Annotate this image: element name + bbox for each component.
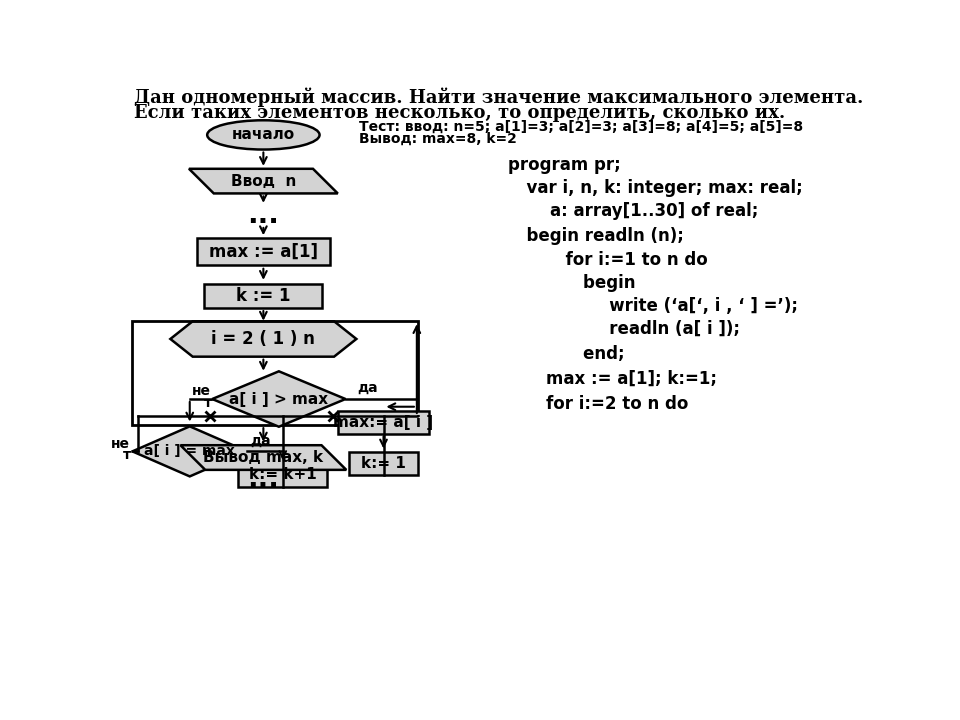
Text: begin: begin [537, 274, 636, 292]
Text: k:= 1: k:= 1 [361, 456, 406, 471]
Text: не: не [110, 436, 130, 451]
Polygon shape [132, 426, 247, 477]
Text: max := a[1]: max := a[1] [209, 243, 318, 261]
Text: Если таких элементов несколько, то определить, сколько их.: Если таких элементов несколько, то опред… [134, 104, 785, 122]
Text: for i:=1 to n do: for i:=1 to n do [531, 251, 708, 269]
FancyBboxPatch shape [338, 410, 429, 433]
FancyBboxPatch shape [197, 238, 330, 266]
Ellipse shape [207, 120, 320, 150]
Text: Вывод max, k: Вывод max, k [204, 450, 324, 465]
Text: a[ i ] = max: a[ i ] = max [144, 444, 235, 459]
Text: end;: end; [537, 345, 625, 363]
Text: program pr;: program pr; [508, 156, 620, 174]
Text: a: array[1..30] of real;: a: array[1..30] of real; [527, 202, 758, 220]
Polygon shape [180, 445, 347, 470]
Text: var i, n, k: integer; max: real;: var i, n, k: integer; max: real; [516, 179, 803, 197]
FancyBboxPatch shape [348, 452, 419, 475]
Text: Дан одномерный массив. Найти значение максимального элемента.: Дан одномерный массив. Найти значение ма… [134, 87, 863, 107]
FancyBboxPatch shape [238, 462, 327, 487]
Text: for i:=2 to n do: for i:=2 to n do [523, 395, 688, 413]
Text: a[ i ] > max: a[ i ] > max [229, 392, 328, 407]
Text: т: т [204, 396, 212, 410]
Text: т: т [123, 449, 131, 462]
Text: да: да [251, 433, 272, 448]
Text: Тест: ввод: n=5; a[1]=3; a[2]=3; a[3]=8; a[4]=5; a[5]=8: Тест: ввод: n=5; a[1]=3; a[2]=3; a[3]=8;… [359, 120, 803, 133]
Text: i = 2 ( 1 ) n: i = 2 ( 1 ) n [211, 330, 315, 348]
Text: ...: ... [248, 465, 279, 493]
Polygon shape [189, 168, 338, 194]
Polygon shape [212, 372, 346, 427]
Text: начало: начало [231, 127, 295, 143]
Polygon shape [170, 321, 356, 356]
Text: begin readln (n);: begin readln (n); [516, 227, 684, 245]
Text: readln (a[ i ]);: readln (a[ i ]); [546, 320, 740, 338]
FancyBboxPatch shape [204, 284, 323, 308]
Text: ...: ... [248, 201, 279, 229]
Text: да: да [358, 382, 378, 395]
Text: не: не [192, 384, 211, 398]
Text: Ввод  n: Ввод n [230, 174, 296, 189]
Text: max:= a[ i ]: max:= a[ i ] [333, 415, 434, 430]
Text: k := 1: k := 1 [236, 287, 291, 305]
Text: k:= k+1: k:= k+1 [249, 467, 317, 482]
Text: Вывод: max=8, k=2: Вывод: max=8, k=2 [359, 132, 516, 145]
Text: write (‘a[‘, i , ‘ ] =’);: write (‘a[‘, i , ‘ ] =’); [546, 297, 799, 315]
Text: max := a[1]; k:=1;: max := a[1]; k:=1; [523, 370, 717, 388]
